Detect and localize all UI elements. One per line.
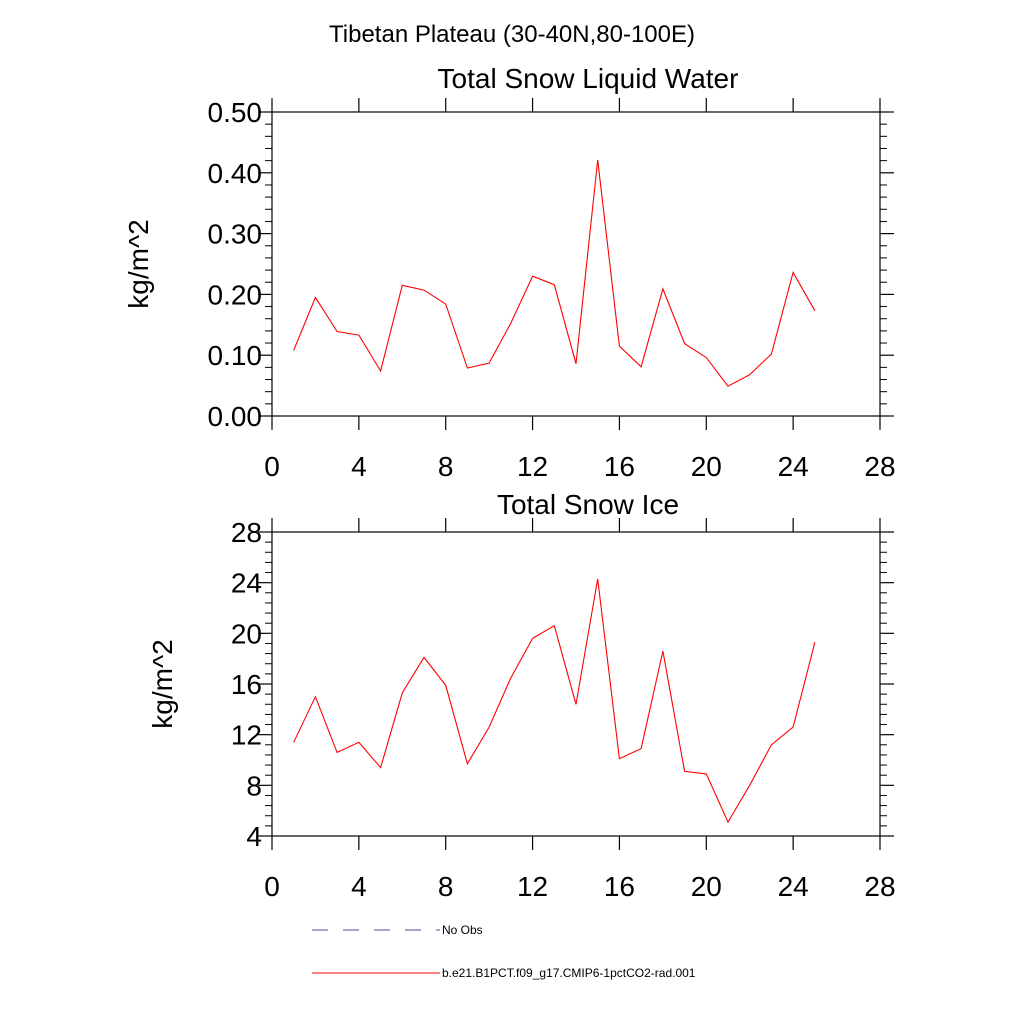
legend-label: No Obs: [442, 923, 483, 937]
y-axis-label: kg/m^2: [147, 639, 178, 728]
legend-label: b.e21.B1PCT.f09_g17.CMIP6-1pctCO2-rad.00…: [442, 966, 696, 980]
y-tick-label: 0.30: [208, 219, 263, 250]
chart-panel-1: 0 4 8 12 16 20 24 28 0.00 0.10 0.20 0.30 0.40 0.50 Tot…: [123, 63, 896, 482]
plot-frame: [271, 531, 881, 837]
x-tick-label: 12: [517, 871, 548, 902]
x-tick-label: 8: [438, 871, 454, 902]
y-tick-label: 0.50: [208, 97, 263, 128]
x-tick-label: 0: [264, 871, 280, 902]
x-tick-label: 8: [438, 451, 454, 482]
y-tick-label: 20: [231, 618, 262, 649]
y-tick-label: 0.20: [208, 279, 263, 310]
x-tick-label: 16: [604, 871, 635, 902]
x-tick-label: 28: [864, 451, 895, 482]
x-tick-label: 28: [864, 871, 895, 902]
x-tick-label: 16: [604, 451, 635, 482]
series-line: [293, 578, 816, 824]
y-tick-label: 16: [231, 669, 262, 700]
plot-frame: [271, 111, 881, 417]
legend-item: No Obs: [312, 923, 483, 937]
x-tick-label: 20: [691, 451, 722, 482]
y-tick-label: 24: [231, 568, 262, 599]
plot-title: Total Snow Ice: [497, 489, 679, 520]
y-tick-label: 4: [246, 821, 262, 852]
plot-title: Total Snow Liquid Water: [438, 63, 739, 94]
figure-suptitle: Tibetan Plateau (30-40N,80-100E): [329, 21, 695, 48]
x-tick-label: 24: [778, 871, 809, 902]
x-tick-label: 24: [778, 451, 809, 482]
y-tick-label: 0.10: [208, 340, 263, 371]
x-tick-label: 4: [351, 871, 367, 902]
y-tick-label: 0.00: [208, 401, 263, 432]
series-line: [293, 159, 816, 387]
x-tick-label: 4: [351, 451, 367, 482]
y-axis-label: kg/m^2: [123, 219, 154, 308]
legend-item: b.e21.B1PCT.f09_g17.CMIP6-1pctCO2-rad.00…: [312, 966, 696, 980]
x-tick-label: 20: [691, 871, 722, 902]
x-tick-label: 0: [264, 451, 280, 482]
y-tick-label: 0.40: [208, 158, 263, 189]
y-tick-label: 8: [246, 770, 262, 801]
y-tick-label: 12: [231, 720, 262, 751]
y-tick-label: 28: [231, 517, 262, 548]
x-tick-label: 12: [517, 451, 548, 482]
